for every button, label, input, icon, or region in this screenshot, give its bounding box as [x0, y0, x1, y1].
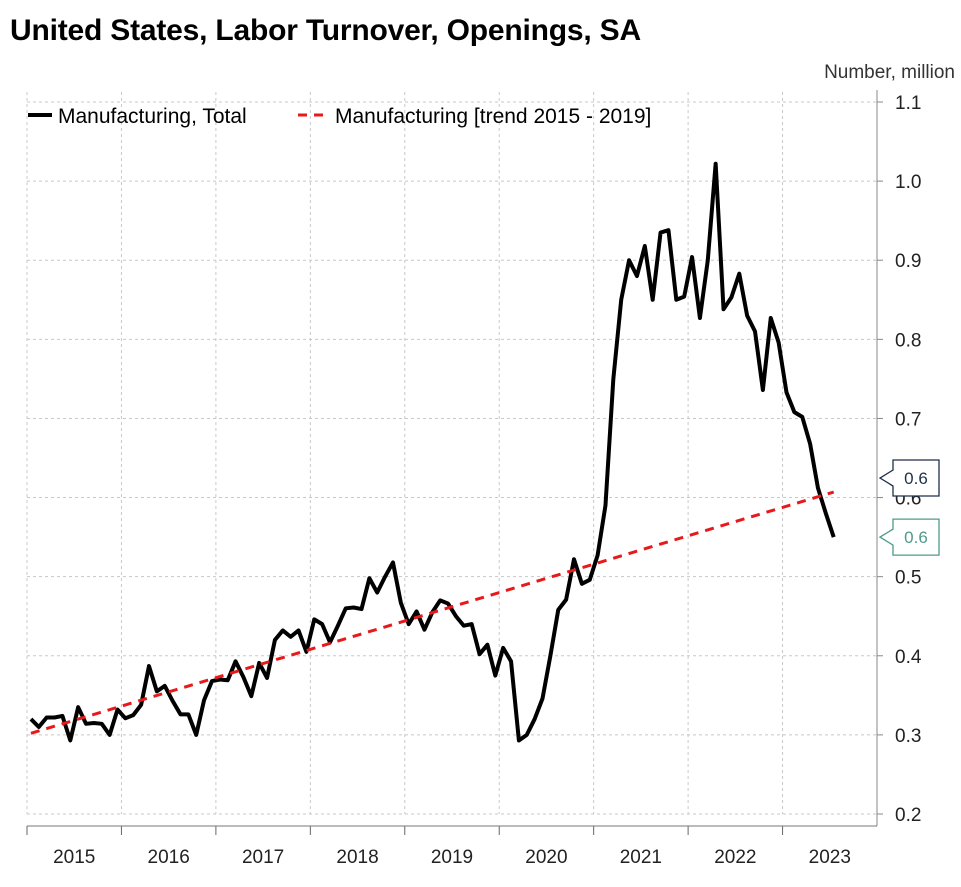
x-tick-label: 2021 — [620, 847, 662, 868]
y-tick-label: 0.7 — [895, 409, 921, 430]
series-line-0 — [29, 161, 836, 743]
legend: Manufacturing, Total Manufacturing [trend… — [28, 105, 651, 128]
y-tick-label: 0.8 — [895, 330, 921, 351]
y-tick-label: 1.1 — [895, 93, 921, 114]
value-callout-box — [878, 518, 940, 556]
legend-label: Manufacturing, Total — [58, 105, 247, 128]
y-tick-label: 0.2 — [895, 805, 921, 826]
x-tick-label: 2018 — [336, 847, 378, 868]
y-tick-label: 0.4 — [895, 647, 922, 668]
grid-lines — [26, 92, 877, 815]
series-layer — [29, 161, 836, 743]
x-tick-label: 2020 — [525, 847, 567, 868]
chart-title: United States, Labor Turnover, Openings,… — [10, 14, 641, 47]
x-tick-label: 2017 — [242, 847, 284, 868]
y-axis-unit-label: Number, million — [824, 62, 955, 83]
y-tick-label: 0.5 — [895, 568, 921, 589]
value-callouts: 0.6 0.6 — [878, 459, 940, 556]
y-tick-label: 0.9 — [895, 251, 921, 272]
x-tick-label: 2023 — [809, 847, 851, 868]
series-line-1 — [30, 490, 835, 735]
y-tick-label: 0.3 — [895, 726, 921, 747]
value-callout-label: 0.6 — [904, 469, 928, 488]
value-callout-box — [878, 459, 940, 497]
value-callout-label: 0.6 — [904, 528, 928, 547]
x-tick-label: 2019 — [431, 847, 473, 868]
x-tick-label: 2016 — [148, 847, 190, 868]
x-tick-label: 2022 — [714, 847, 756, 868]
x-tick-label: 2015 — [53, 847, 95, 868]
legend-label: Manufacturing [trend 2015 - 2019] — [335, 105, 651, 128]
y-tick-label: 1.0 — [895, 172, 921, 193]
